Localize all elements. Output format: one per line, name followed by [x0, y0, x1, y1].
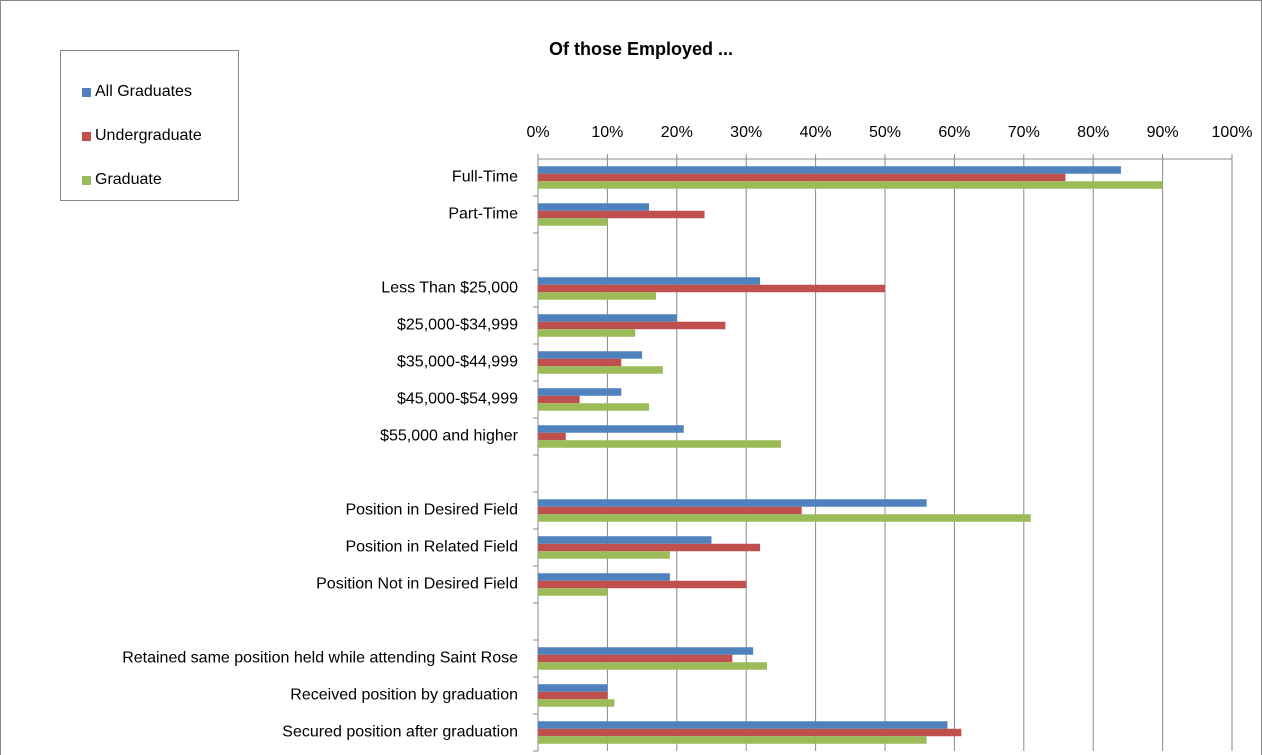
bar [538, 403, 650, 411]
bar [538, 366, 663, 374]
y-tick-label: Full-Time [452, 169, 518, 186]
bar [538, 173, 1066, 182]
bar [538, 166, 1121, 174]
bar [538, 580, 747, 589]
bar [538, 210, 705, 219]
x-tick-label: 70% [1008, 124, 1040, 141]
legend-label: Graduate [95, 171, 162, 188]
bar [538, 506, 802, 515]
legend-swatch [82, 132, 91, 141]
bar [538, 358, 622, 367]
bar [538, 499, 927, 507]
y-tick-label: Part-Time [448, 206, 518, 223]
legend-box [60, 50, 239, 201]
bar [538, 425, 684, 433]
y-tick-label: Position Not in Desired Field [316, 576, 518, 593]
y-tick-label: Position in Related Field [345, 539, 518, 556]
x-tick-label: 40% [800, 124, 832, 141]
y-tick-label: $45,000-$54,999 [397, 391, 518, 408]
bar [538, 588, 608, 596]
bar [538, 684, 608, 692]
x-tick-label: 80% [1077, 124, 1109, 141]
bar [538, 573, 670, 581]
bar [538, 277, 761, 285]
y-tick-label: Received position by graduation [290, 687, 518, 704]
y-tick-label: Secured position after graduation [282, 724, 518, 741]
bar [538, 691, 608, 700]
bar [538, 551, 670, 559]
bar [538, 388, 622, 396]
bar [538, 395, 580, 404]
x-tick-label: 90% [1147, 124, 1179, 141]
bar [538, 181, 1163, 189]
x-tick-label: 0% [526, 124, 549, 141]
bar [538, 662, 768, 670]
x-tick-label: 10% [591, 124, 623, 141]
bar [538, 699, 615, 707]
bar [538, 218, 608, 226]
bar [538, 321, 726, 330]
bar [538, 432, 566, 441]
bar [538, 536, 712, 544]
bar [538, 284, 885, 293]
y-tick-label: $25,000-$34,999 [397, 317, 518, 334]
legend-label: Undergraduate [95, 127, 202, 144]
bar [538, 292, 656, 300]
bar [538, 314, 677, 322]
x-tick-label: 100% [1212, 124, 1253, 141]
legend-swatch [82, 88, 91, 97]
bar [538, 721, 948, 729]
y-tick-label: Less Than $25,000 [381, 280, 518, 297]
legend-label: All Graduates [95, 83, 192, 100]
x-tick-label: 20% [661, 124, 693, 141]
x-tick-label: 50% [869, 124, 901, 141]
y-tick-label: Position in Desired Field [345, 502, 518, 519]
bar [538, 647, 754, 655]
bar [538, 351, 643, 359]
legend-swatch [82, 176, 91, 185]
bar [538, 440, 781, 448]
chart-title: Of those Employed ... [549, 39, 733, 59]
bar [538, 543, 761, 552]
bar [538, 654, 733, 663]
bar [538, 736, 927, 744]
x-tick-label: 60% [938, 124, 970, 141]
x-tick-label: 30% [730, 124, 762, 141]
y-tick-label: $55,000 and higher [380, 428, 519, 445]
bar [538, 514, 1031, 522]
bar [538, 329, 636, 337]
bar [538, 203, 650, 211]
y-tick-label: $35,000-$44,999 [397, 354, 518, 371]
bar [538, 728, 962, 737]
y-tick-label: Retained same position held while attend… [122, 650, 518, 667]
